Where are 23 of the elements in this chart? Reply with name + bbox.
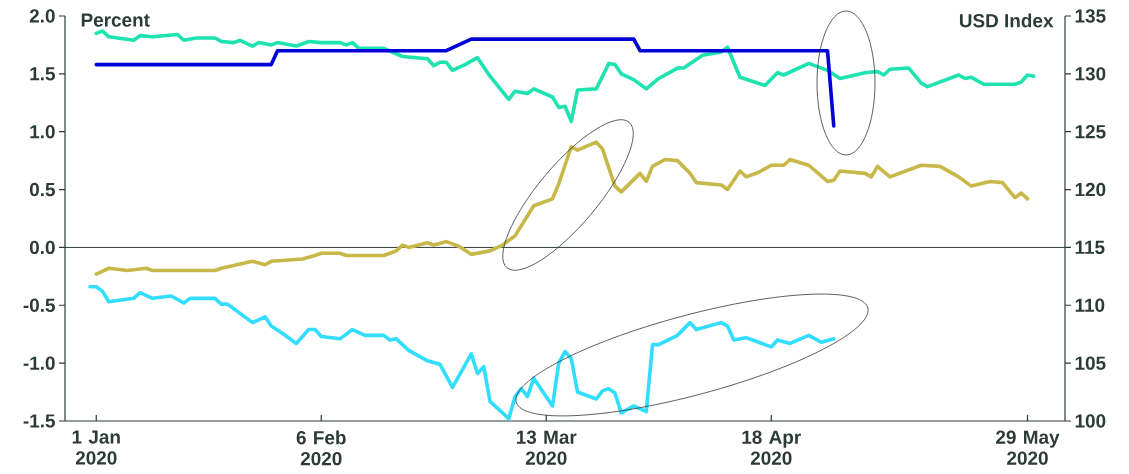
y2-tick-label: 120 [1075,182,1106,197]
y2-tick-label: 115 [1075,240,1105,255]
y2-axis-title: USD Index [959,13,1054,28]
y-tick-label: 1.0 [30,125,55,139]
y-tick-label: 0.5 [29,182,55,197]
x-tick-label: 18 Apr 2020 [742,430,801,465]
x-tick-label: 6 Feb 2020 [296,430,346,466]
y-tick-label: 1.5 [30,67,55,81]
y-tick-label: 0.0 [29,240,55,255]
x-tick-label: 13 Mar 2020 [516,430,577,465]
y-tick-label: -1.5 [23,414,55,428]
y-tick-label: 2.0 [29,9,55,23]
x-tick-label: 1 Jan 2020 [72,430,120,465]
y-axis-title: Percent [81,13,150,27]
y-tick-label: -1.0 [23,356,55,370]
y2-tick-label: 105 [1075,356,1106,370]
y2-tick-label: 130 [1075,67,1106,81]
y2-tick-label: 100 [1075,414,1106,428]
y2-tick-label: 135 [1075,9,1106,23]
x-tick-label: 29 May 2020 [996,430,1060,465]
y2-tick-label: 110 [1075,298,1105,312]
y-tick-label: -0.5 [23,298,55,312]
y2-tick-label: 125 [1075,125,1106,139]
